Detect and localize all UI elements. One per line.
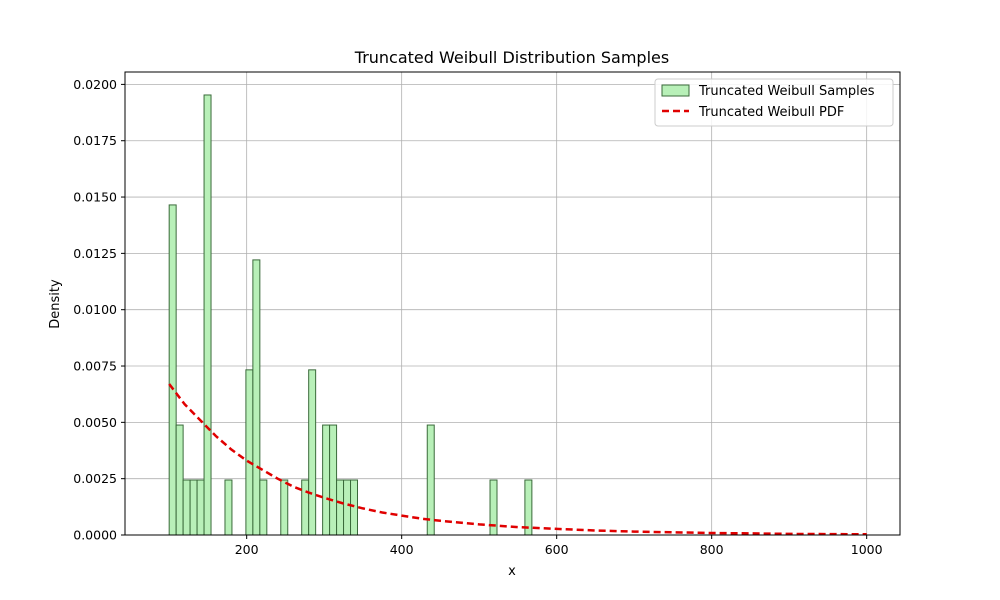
legend-label-histogram: Truncated Weibull Samples	[698, 84, 875, 99]
y-axis-label: Density	[48, 279, 63, 329]
plot-area-frame	[124, 71, 901, 536]
histogram-bar	[189, 479, 198, 536]
histogram-bar	[343, 479, 352, 536]
pdf-curve	[168, 383, 867, 536]
chart-title: Truncated Weibull Distribution Samples	[354, 48, 669, 67]
histogram-bar	[280, 479, 289, 536]
y-tick-label: 0.0175	[73, 133, 117, 148]
histogram-bar	[259, 479, 268, 536]
x-tick-label: 200	[235, 542, 259, 557]
x-tick-label: 800	[700, 542, 724, 557]
y-tick-label: 0.0100	[73, 302, 117, 317]
histogram-bar	[196, 479, 205, 536]
x-tick-label: 600	[545, 542, 569, 557]
x-axis-label: x	[508, 564, 516, 579]
y-tick-label: 0.0075	[73, 359, 117, 374]
y-tick-label: 0.0050	[73, 415, 117, 430]
legend: Truncated Weibull Samples Truncated Weib…	[654, 78, 894, 127]
histogram-bar	[224, 479, 233, 536]
x-axis-ticks: 200 400 600 800 1000	[235, 535, 883, 557]
histogram-bar	[336, 479, 345, 536]
legend-label-pdf: Truncated Weibull PDF	[698, 105, 844, 120]
x-tick-label: 1000	[851, 542, 883, 557]
histogram-bar	[175, 424, 184, 536]
histogram-bar	[203, 94, 212, 536]
y-tick-label: 0.0200	[73, 77, 117, 92]
y-tick-label: 0.0150	[73, 190, 117, 205]
histogram-bar	[168, 204, 177, 536]
y-tick-label: 0.0025	[73, 471, 117, 486]
histogram-bars	[168, 94, 533, 536]
histogram-bar	[252, 259, 261, 536]
histogram-bar	[182, 479, 191, 536]
y-axis-ticks: 0.0000 0.0025 0.0050 0.0075 0.0100 0.0125 0.01…	[73, 77, 125, 543]
histogram-bar	[350, 479, 358, 536]
histogram-bar	[322, 424, 331, 536]
y-tick-label: 0.0000	[73, 528, 117, 543]
x-tick-label: 400	[390, 542, 414, 557]
pdf-curve-layer	[168, 383, 867, 536]
y-tick-label: 0.0125	[73, 246, 117, 261]
histogram-bar	[301, 479, 310, 536]
legend-swatch-histogram	[661, 84, 690, 97]
histogram-bar	[489, 479, 498, 536]
histogram-bar	[329, 424, 338, 536]
histogram-bar	[245, 369, 254, 536]
legend-box	[654, 78, 894, 127]
histogram-bar	[308, 369, 317, 536]
